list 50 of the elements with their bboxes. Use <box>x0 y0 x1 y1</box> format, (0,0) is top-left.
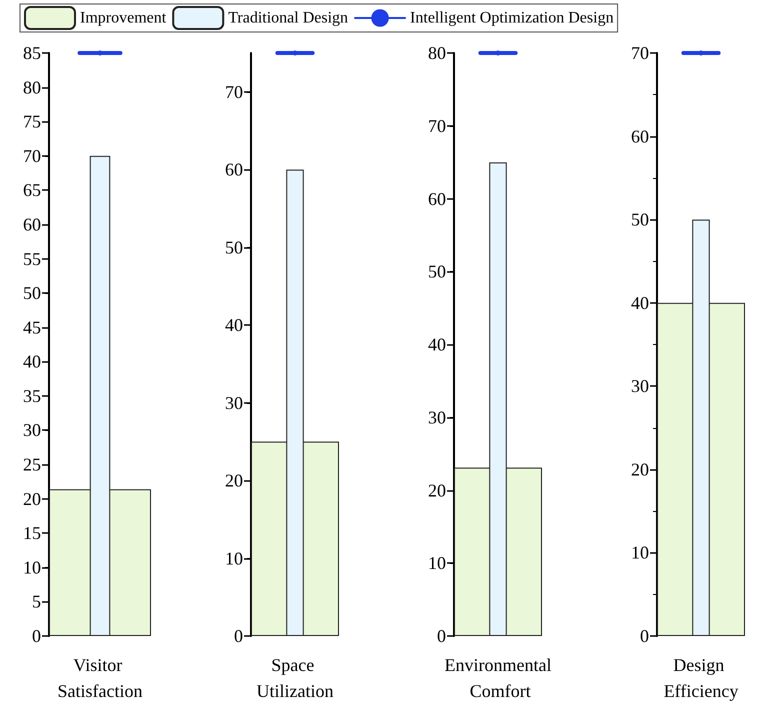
y-tick-label: 25 <box>23 454 41 475</box>
y-tick-label: 40 <box>225 315 243 336</box>
y-tick-label: 50 <box>23 283 41 304</box>
x-tick-label: Visitor Satisfaction <box>58 655 142 701</box>
y-tick-label: 0 <box>234 626 243 646</box>
y-tick-label: 30 <box>428 407 446 428</box>
y-tick-label: 35 <box>23 386 41 406</box>
legend-label: Intelligent Optimization Design <box>410 10 614 26</box>
y-tick-label: 0 <box>437 626 446 646</box>
y-tick-label: 15 <box>23 523 41 544</box>
y-tick-label: 50 <box>428 262 446 282</box>
x-tick-label: Environmental Comfort <box>444 655 552 701</box>
y-tick-label: 85 <box>23 43 41 63</box>
y-tick-label: 40 <box>428 334 446 354</box>
y-tick-label: 40 <box>23 352 41 372</box>
y-tick-label: 70 <box>428 116 446 136</box>
x-tick-label: Space Utilization <box>256 655 334 701</box>
y-tick-label: 70 <box>225 82 243 102</box>
y-tick-label: 40 <box>631 292 649 313</box>
y-tick-label: 20 <box>225 470 243 491</box>
y-tick-label: 60 <box>23 214 41 234</box>
y-tick-label: 20 <box>631 459 649 480</box>
y-tick-label: 30 <box>23 420 41 440</box>
y-tick-label: 5 <box>32 592 41 612</box>
y-tick-label: 50 <box>225 237 243 258</box>
y-tick-label: 45 <box>23 317 41 338</box>
y-tick-label: 70 <box>23 146 41 166</box>
y-tick-label: 75 <box>23 112 41 132</box>
y-tick-label: 60 <box>428 188 446 209</box>
y-tick-label: 50 <box>631 210 649 230</box>
y-tick-label: 30 <box>225 392 243 413</box>
y-tick-label: 10 <box>225 548 243 568</box>
y-tick-label: 0 <box>640 626 649 646</box>
y-tick-label: 20 <box>428 480 446 500</box>
y-tick-label: 55 <box>23 248 41 269</box>
y-tick-label: 0 <box>32 626 41 646</box>
y-tick-label: 70 <box>631 43 649 63</box>
y-tick-label: 10 <box>631 542 649 563</box>
y-tick-label: 10 <box>23 557 41 578</box>
y-tick-label: 20 <box>23 488 41 509</box>
x-tick-label: Design Efficiency <box>664 655 738 701</box>
y-tick-label: 65 <box>23 180 41 200</box>
y-tick-label: 30 <box>631 376 649 396</box>
y-tick-label: 60 <box>631 126 649 146</box>
y-tick-label: 80 <box>428 43 446 63</box>
legend-label: Improvement <box>80 10 167 26</box>
y-tick-label: 10 <box>428 553 446 574</box>
y-tick-label: 80 <box>23 77 41 98</box>
legend-label: Traditional Design <box>228 10 348 26</box>
y-tick-label: 60 <box>225 160 243 180</box>
